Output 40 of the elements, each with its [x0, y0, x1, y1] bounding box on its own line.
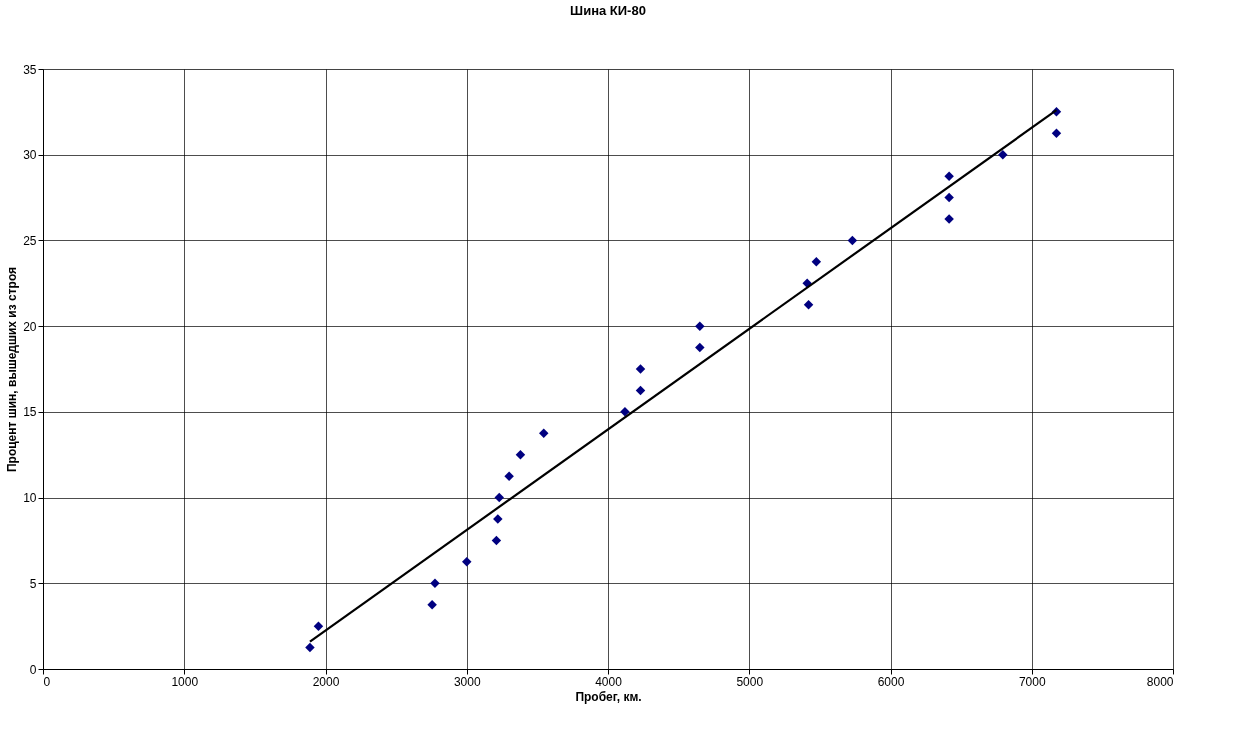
point [504, 471, 514, 481]
x-tick-label: 8000 [1146, 674, 1174, 689]
point [811, 257, 822, 267]
y-tick-label: 25 [23, 233, 37, 248]
y-tick-label: 30 [23, 148, 37, 163]
chart-title: Шина КИ-80 [570, 3, 646, 18]
x-tick-label: 6000 [877, 674, 905, 689]
x-tick-label: 4000 [595, 674, 623, 689]
point [313, 621, 324, 631]
point [427, 599, 437, 610]
point [635, 385, 646, 396]
y-tick-label: 35 [23, 62, 37, 77]
y-tick-label: 20 [23, 319, 37, 334]
point [847, 235, 858, 246]
point [1051, 128, 1062, 139]
point [803, 299, 814, 310]
point [998, 149, 1008, 160]
point [491, 535, 502, 546]
y-tick-label: 15 [23, 405, 37, 420]
point [695, 342, 705, 353]
point [695, 321, 705, 331]
x-tick-label: 0 [43, 674, 51, 689]
x-tick-label: 3000 [453, 674, 481, 689]
x-tick-label: 5000 [736, 674, 764, 689]
y-tick-label: 0 [29, 662, 37, 677]
point [430, 578, 440, 589]
point [515, 449, 526, 460]
point [944, 192, 954, 203]
x-tick-label: 2000 [312, 674, 340, 689]
point [494, 492, 504, 503]
y-axis-title: Процент шин, вышедших из строя [5, 266, 20, 473]
x-axis-title: Пробег, км. [575, 689, 642, 704]
x-tick-label: 7000 [1018, 674, 1046, 689]
y-tick-label: 10 [23, 491, 37, 506]
point [462, 557, 472, 567]
point [538, 428, 549, 439]
y-tick-label: 5 [29, 576, 37, 591]
point [635, 364, 646, 374]
point [305, 642, 315, 653]
x-tick-label: 1000 [171, 674, 199, 689]
